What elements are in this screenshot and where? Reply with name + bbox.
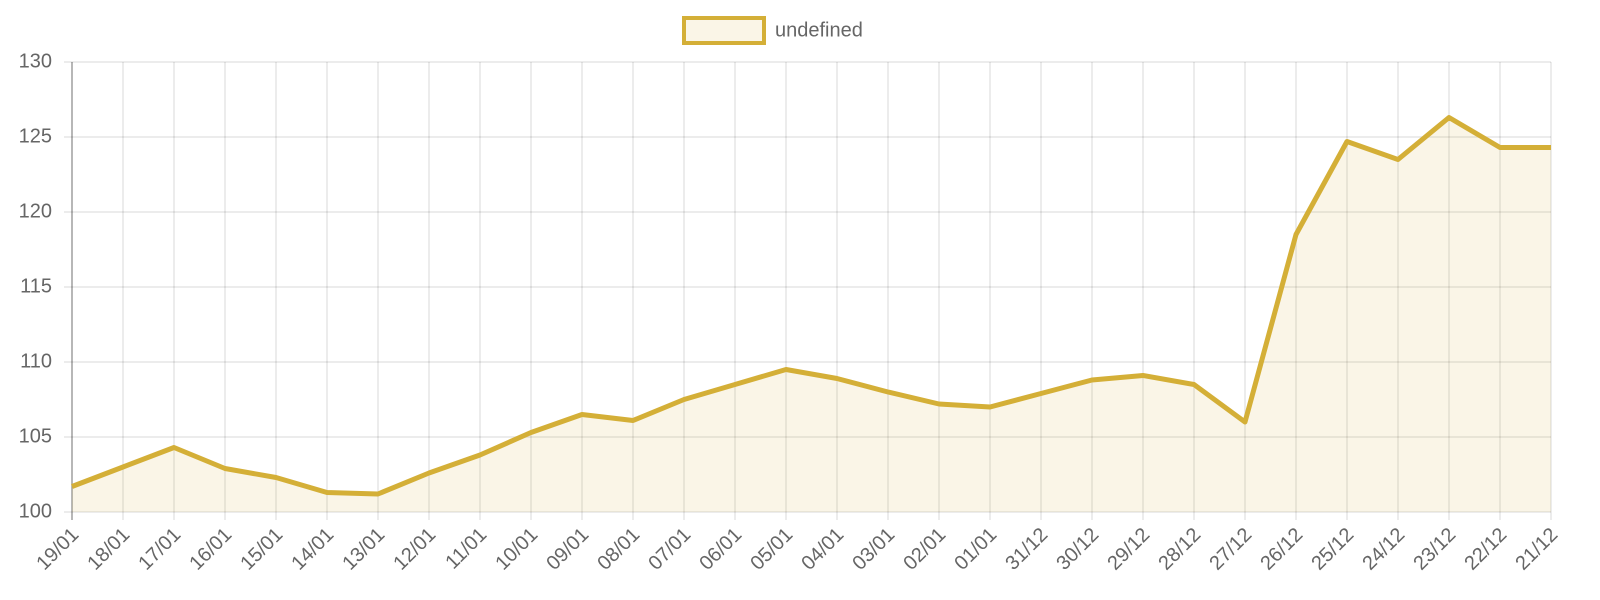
area (72, 117, 1551, 512)
x-tick-label: 27/12 (1205, 524, 1256, 575)
x-tick-label: 24/12 (1358, 524, 1409, 575)
x-tick-label: 02/01 (899, 524, 950, 575)
x-tick-label: 12/01 (389, 524, 440, 575)
y-tick-label: 130 (19, 50, 52, 72)
legend-swatch (682, 16, 766, 45)
x-tick-label: 01/01 (950, 524, 1001, 575)
y-tick-label: 105 (19, 425, 52, 447)
x-tick-label: 22/12 (1460, 524, 1511, 575)
x-tick-label: 19/01 (32, 524, 83, 575)
y-tick-label: 100 (19, 500, 52, 522)
x-tick-label: 15/01 (236, 524, 287, 575)
y-tick-label: 120 (19, 200, 52, 222)
x-tick-label: 03/01 (848, 524, 899, 575)
x-tick-label: 29/12 (1103, 524, 1154, 575)
x-tick-label: 08/01 (593, 524, 644, 575)
x-tick-label: 28/12 (1154, 524, 1205, 575)
y-tick-label: 125 (19, 125, 52, 147)
x-tick-label: 16/01 (185, 524, 236, 575)
x-tick-label: 31/12 (1001, 524, 1052, 575)
x-tick-label: 11/01 (441, 524, 491, 574)
y-tick-label: 110 (20, 350, 52, 372)
x-tick-label: 23/12 (1409, 524, 1460, 575)
y-tick-label: 115 (20, 275, 52, 297)
x-tick-label: 14/01 (287, 524, 338, 575)
x-tick-label: 05/01 (746, 524, 797, 575)
x-tick-label: 10/01 (491, 524, 542, 575)
x-tick-label: 06/01 (695, 524, 746, 575)
legend-label: undefined (775, 19, 863, 41)
x-tick-label: 21/12 (1511, 524, 1562, 575)
x-tick-label: 30/12 (1052, 524, 1103, 575)
x-tick-label: 09/01 (542, 524, 593, 575)
x-tick-label: 18/01 (83, 524, 134, 575)
x-tick-label: 25/12 (1307, 524, 1358, 575)
x-tick-label: 13/01 (338, 524, 389, 575)
line (71, 115, 1551, 497)
x-tick-label: 26/12 (1256, 524, 1307, 575)
x-tick-label: 17/01 (134, 524, 185, 575)
x-tick-label: 04/01 (797, 524, 848, 575)
x-tick-label: 07/01 (644, 524, 695, 575)
